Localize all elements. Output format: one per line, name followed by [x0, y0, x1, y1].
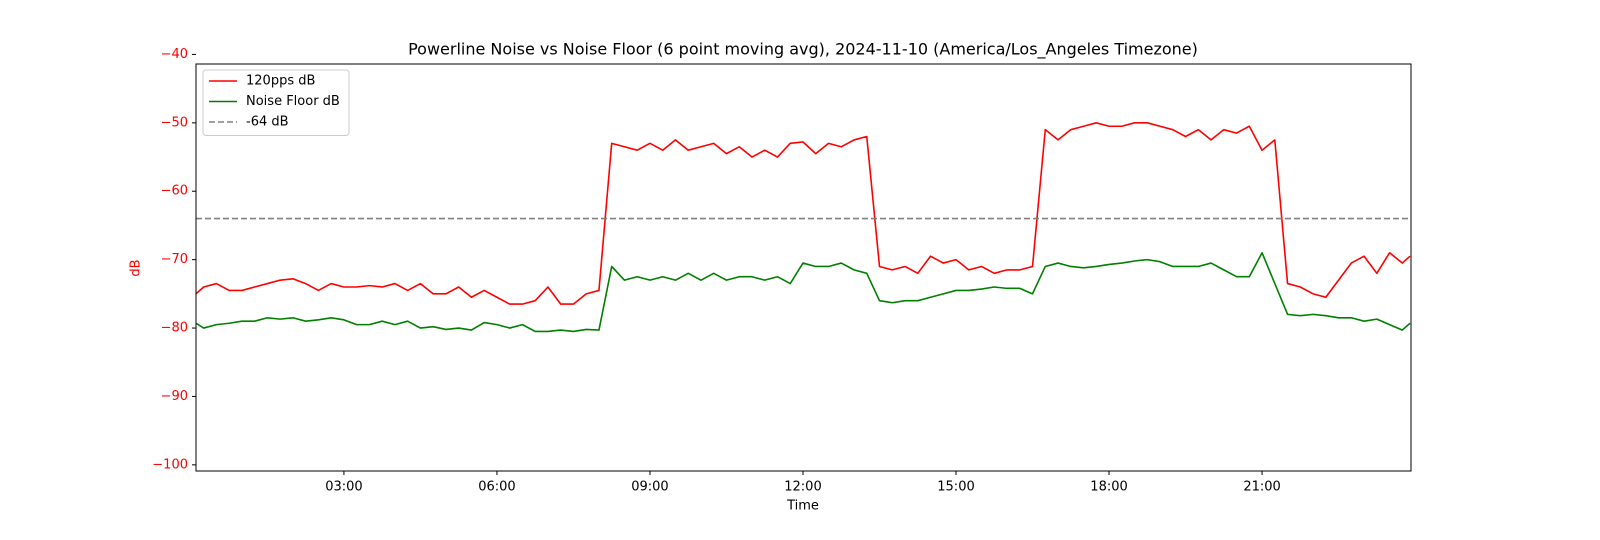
- chart-title: Powerline Noise vs Noise Floor (6 point …: [408, 40, 1198, 60]
- legend-label: 120pps dB: [246, 74, 315, 89]
- line-series: [195, 122, 1411, 305]
- plot-frame: [195, 63, 1412, 472]
- legend-label: -64 dB: [246, 115, 289, 130]
- line-series: [195, 251, 1411, 333]
- x-tick-label: 06:00: [478, 480, 515, 495]
- x-tick-label: 18:00: [1090, 480, 1127, 495]
- x-tick-label: 12:00: [784, 480, 821, 495]
- x-tick-label: 09:00: [631, 480, 668, 495]
- y-tick-label: −70: [161, 252, 188, 267]
- legend-box: [202, 69, 350, 136]
- x-tick-label: 21:00: [1243, 480, 1280, 495]
- legend-label: Noise Floor dB: [246, 94, 340, 109]
- y-tick-label: −40: [161, 47, 188, 62]
- y-tick-label: −90: [161, 389, 188, 404]
- x-axis-label: Time: [786, 499, 819, 514]
- y-tick-label: −60: [161, 184, 188, 199]
- x-tick-label: 15:00: [937, 480, 974, 495]
- x-tick-label: 03:00: [325, 480, 362, 495]
- y-tick-label: −80: [161, 321, 188, 336]
- y-tick-label: −100: [152, 457, 188, 472]
- y-tick-label: −50: [161, 115, 188, 130]
- y-axis-label: dB: [129, 259, 144, 276]
